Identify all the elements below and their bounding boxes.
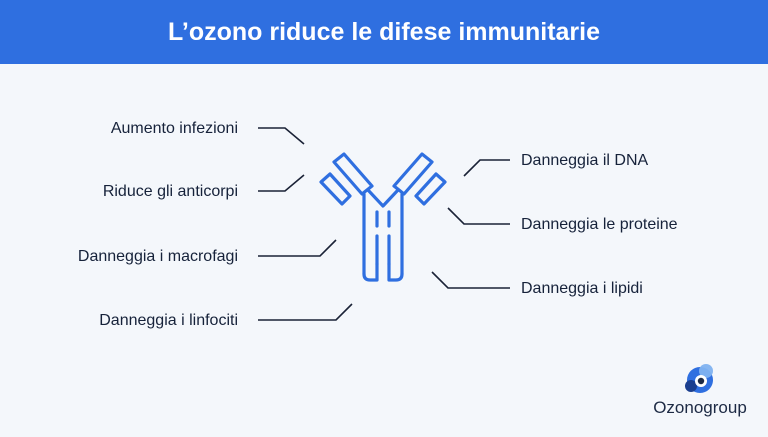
brand-name: Ozonogroup [653,398,747,417]
page-title: L’ozono riduce le difese immunitarie [167,17,601,46]
antibody-stem-base [362,262,404,282]
leader-line-proteine [447,207,510,225]
leader-line-dna [463,159,510,177]
leader-line-macrofagi [258,239,337,257]
header-bar: L’ozono riduce le difese immunitarie [0,0,768,64]
antibody-left-light-arm [319,172,352,206]
leader-line-linfociti [258,303,353,321]
label-danneggia-linfociti: Danneggia i linfociti [99,312,238,329]
leader-lines [258,127,510,321]
label-danneggia-dna: Danneggia il DNA [521,152,649,169]
leader-line-lipidi [431,271,510,289]
label-danneggia-lipidi: Danneggia i lipidi [521,280,643,297]
label-riduce-anticorpi: Riduce gli anticorpi [102,183,238,200]
label-aumento-infezioni: Aumento infezioni [110,120,238,137]
antibody-icon [319,152,447,282]
leader-line-aumento-infezioni [258,127,305,145]
antibody-right-heavy-arm [392,152,434,196]
antibody-diagram: Aumento infezioni Riduce gli anticorpi D… [0,64,768,432]
label-danneggia-macrofagi: Danneggia i macrofagi [77,248,238,265]
ozone-molecule-icon [685,364,713,393]
diagram-graphics [258,127,510,321]
antibody-left-heavy-arm [332,152,374,196]
antibody-hinge [366,188,400,208]
leader-line-riduce-anticorpi [258,174,305,192]
label-danneggia-proteine: Danneggia le proteine [521,216,678,233]
brand-logo: Ozonogroup [640,362,760,422]
antibody-right-light-arm [414,172,447,206]
